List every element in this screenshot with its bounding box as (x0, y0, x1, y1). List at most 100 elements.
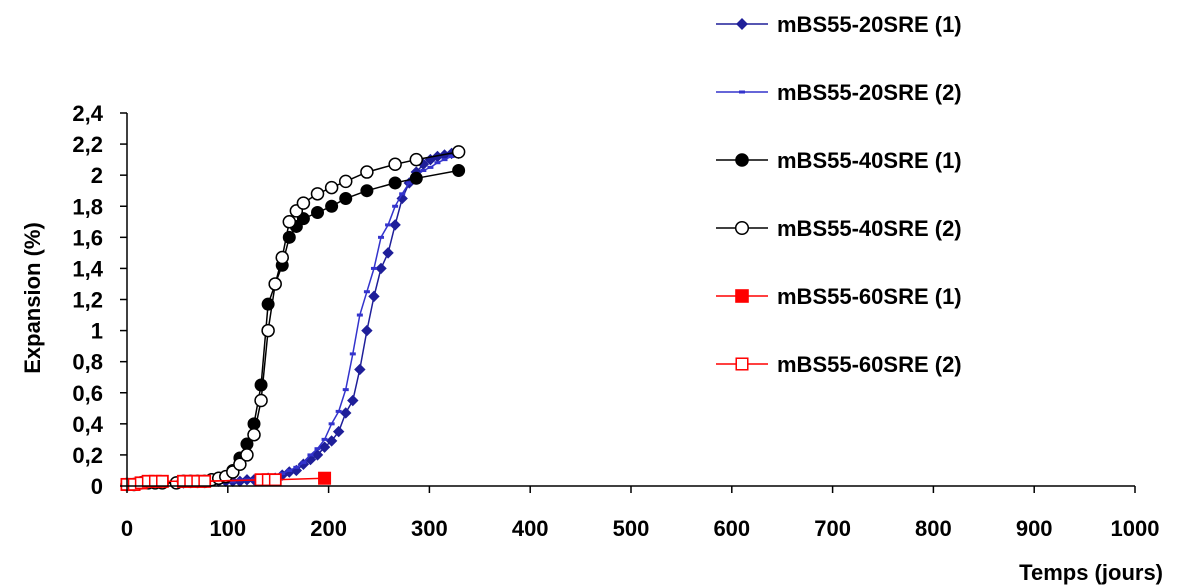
legend-item: mBS55-60SRE (1) (716, 284, 962, 309)
data-point (409, 152, 424, 167)
data-point (363, 290, 370, 294)
data-point (388, 157, 402, 172)
legend-label: mBS55-20SRE (2) (777, 80, 962, 105)
data-point (233, 457, 247, 471)
x-tick-label: 100 (209, 516, 246, 541)
data-point (451, 145, 466, 159)
axes-layer (126, 113, 1135, 487)
data-point (441, 158, 448, 162)
legend-item: mBS55-20SRE (1) (716, 12, 962, 37)
data-point (361, 324, 373, 337)
x-tick-label: 200 (310, 516, 347, 541)
data-point (314, 447, 321, 451)
data-point (261, 323, 275, 338)
series-1 (121, 147, 465, 491)
data-point (375, 262, 387, 275)
data-point (268, 473, 282, 487)
data-point (368, 290, 380, 303)
legend-marker (739, 90, 745, 94)
x-axis-title: Temps (jours) (1019, 560, 1163, 585)
x-tick-label: 600 (713, 516, 750, 541)
y-tick-label: 0,2 (72, 443, 103, 468)
data-point (229, 479, 236, 483)
legend-marker (735, 153, 749, 167)
y-tick-label: 2 (91, 163, 103, 188)
data-point (335, 409, 342, 413)
data-point (307, 453, 314, 457)
series-layer (120, 145, 466, 492)
data-point (286, 468, 293, 472)
data-point (311, 449, 324, 461)
data-point (392, 204, 399, 208)
series-2 (124, 153, 462, 486)
y-tick-label: 0 (91, 474, 103, 499)
data-point (354, 363, 366, 376)
x-tick-label: 800 (915, 516, 952, 541)
data-point (452, 164, 466, 178)
legend-item: mBS55-20SRE (2) (716, 80, 962, 105)
data-point (382, 247, 394, 259)
data-point (338, 174, 353, 189)
legend-item: mBS55-60SRE (2) (716, 352, 962, 377)
data-point (300, 461, 307, 465)
x-tick-label: 400 (512, 516, 549, 541)
data-point (293, 465, 300, 469)
data-point (156, 475, 169, 488)
y-tick-label: 1,6 (72, 225, 103, 250)
legend-label: mBS55-60SRE (1) (777, 284, 962, 309)
data-point (370, 266, 377, 270)
x-tick-label: 300 (411, 516, 448, 541)
legend-marker (734, 220, 750, 236)
data-point (388, 176, 402, 190)
x-tick-label: 0 (121, 516, 133, 541)
data-point (268, 277, 282, 291)
data-point (254, 378, 268, 392)
data-point (349, 352, 356, 356)
data-point (311, 205, 325, 219)
data-point (340, 407, 352, 419)
series-line (127, 152, 459, 486)
data-point (434, 161, 441, 165)
legend-item: mBS55-40SRE (2) (716, 216, 962, 241)
data-point (399, 192, 406, 196)
legend-marker (735, 357, 749, 371)
data-point (247, 427, 261, 442)
x-tick-label: 700 (814, 516, 851, 541)
y-tick-label: 1,2 (72, 288, 103, 313)
data-point (240, 448, 254, 462)
data-point (356, 313, 363, 317)
series-line (127, 154, 459, 486)
x-tick-label: 500 (613, 516, 650, 541)
data-point (420, 169, 427, 173)
y-tick-label: 1 (91, 319, 103, 344)
y-tick-label: 0,6 (72, 381, 103, 406)
data-point (378, 235, 385, 239)
data-point (198, 475, 211, 488)
y-tick-label: 0,4 (72, 412, 103, 437)
data-point (347, 394, 359, 407)
data-point (325, 199, 339, 213)
data-point (360, 184, 374, 198)
legend-label: mBS55-40SRE (1) (777, 148, 962, 173)
x-tick-label: 900 (1016, 516, 1053, 541)
data-point (296, 196, 311, 210)
data-point (409, 171, 423, 185)
data-point (318, 471, 332, 485)
data-point (396, 192, 408, 205)
data-point (360, 165, 374, 179)
data-point (254, 393, 268, 408)
y-axis-title: Expansion (%) (20, 222, 45, 374)
legend-marker (735, 289, 749, 303)
legend-label: mBS55-20SRE (1) (777, 12, 962, 37)
data-point (325, 435, 338, 447)
legend: mBS55-20SRE (1) mBS55-20SRE (2) mBS55-40SR… (716, 12, 962, 377)
data-point (279, 472, 286, 476)
data-point (324, 180, 339, 195)
ticks-layer: 0 100 200 300 400 500 600 700 800 900 1000 0 0,2 0,4 0… (72, 101, 1159, 541)
data-point (332, 425, 345, 438)
y-tick-label: 2,2 (72, 132, 103, 157)
y-tick-label: 1,4 (72, 256, 103, 281)
data-point (282, 215, 297, 229)
legend-label: mBS55-40SRE (2) (777, 216, 962, 241)
legend-label: mBS55-60SRE (2) (777, 352, 962, 377)
